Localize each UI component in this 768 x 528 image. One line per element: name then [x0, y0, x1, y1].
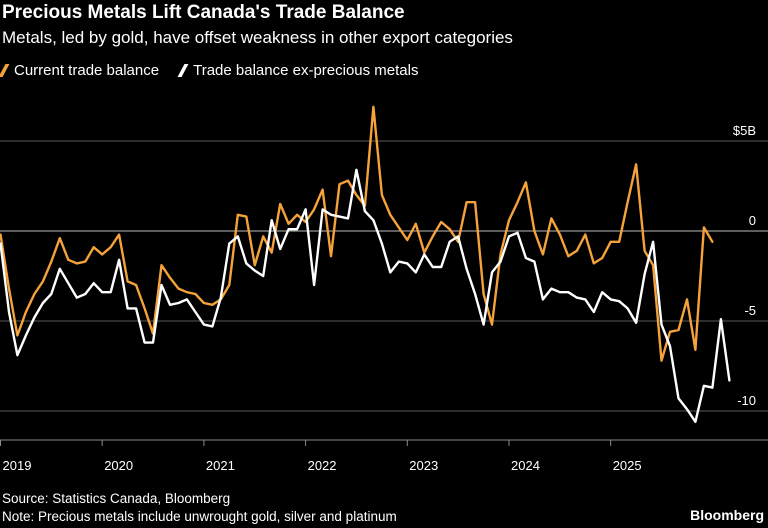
legend: Current trade balance Trade balance ex-p… — [0, 62, 440, 79]
x-tick-label-4: 2023 — [409, 458, 438, 473]
source-note: Source: Statistics Canada, Bloomberg — [2, 491, 231, 506]
legend-item-ex-precious: Trade balance ex-precious metals — [177, 62, 419, 79]
y-tick-label-1: 0 — [749, 213, 756, 228]
x-tick-label-6: 2025 — [613, 458, 642, 473]
x-tick-label-2: 2021 — [206, 458, 235, 473]
legend-swatch-white — [177, 64, 189, 77]
footnote: Note: Precious metals include unwrought … — [2, 509, 397, 524]
gridlines — [0, 140, 768, 412]
legend-swatch-orange — [0, 64, 10, 77]
legend-label-current: Current trade balance — [14, 62, 160, 79]
chart-title: Precious Metals Lift Canada's Trade Bala… — [2, 2, 405, 23]
series-line-1 — [0, 168, 731, 423]
footer: Source: Statistics Canada, Bloomberg Not… — [2, 490, 397, 526]
y-axis-ticks: $5B 0 -5 -10 — [733, 123, 756, 408]
x-tick-label-0: 2019 — [3, 458, 32, 473]
x-axis: 2019 2020 2021 2022 2023 2024 2025 — [0, 439, 768, 473]
series-lines — [0, 105, 731, 423]
legend-item-current: Current trade balance — [0, 62, 160, 79]
brand-logo: Bloomberg — [690, 507, 764, 523]
y-tick-label-0: $5B — [733, 123, 756, 138]
series-line-0 — [0, 105, 714, 362]
x-tick-label-1: 2020 — [104, 458, 133, 473]
chart-subtitle: Metals, led by gold, have offset weaknes… — [2, 28, 513, 47]
x-tick-label-5: 2024 — [511, 458, 540, 473]
x-tick-label-3: 2022 — [308, 458, 337, 473]
y-tick-label-2: -5 — [744, 303, 756, 318]
y-tick-label-3: -10 — [737, 393, 756, 408]
legend-label-ex-precious: Trade balance ex-precious metals — [193, 62, 419, 79]
